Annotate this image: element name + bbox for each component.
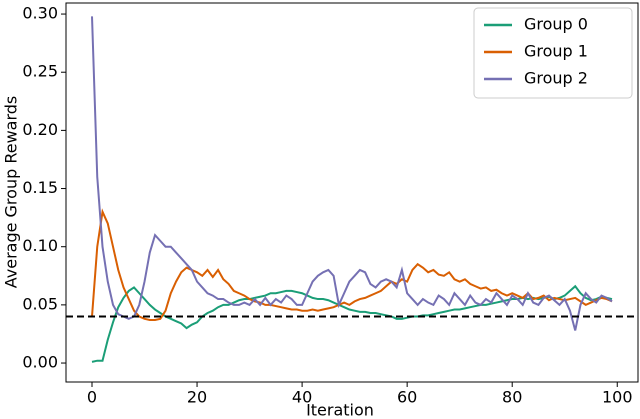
legend-box bbox=[473, 7, 633, 99]
y-tick-label: 0.00 bbox=[22, 353, 58, 372]
legend-label: Group 1 bbox=[524, 42, 588, 61]
x-tick-label: 0 bbox=[87, 388, 97, 407]
y-tick-label: 0.10 bbox=[22, 236, 58, 255]
x-tick-label: 40 bbox=[292, 388, 312, 407]
legend: Group 0 Group 1 Group 2 bbox=[473, 7, 633, 99]
x-tick-label: 100 bbox=[602, 388, 633, 407]
x-tick-label: 80 bbox=[502, 388, 522, 407]
y-tick-label: 0.15 bbox=[22, 178, 58, 197]
x-axis-label: Iteration bbox=[306, 401, 374, 419]
legend-label: Group 0 bbox=[524, 15, 588, 34]
y-axis-label: Average Group Rewards bbox=[2, 96, 21, 289]
series-line bbox=[91, 208, 613, 321]
y-tick-label: 0.20 bbox=[22, 120, 58, 139]
y-tick-label: 0.30 bbox=[22, 4, 58, 23]
y-tick-label: 0.25 bbox=[22, 62, 58, 81]
x-tick-label: 20 bbox=[187, 388, 207, 407]
x-tick-label: 60 bbox=[397, 388, 417, 407]
series-line bbox=[91, 16, 613, 331]
plot-frame bbox=[65, 2, 639, 383]
legend-label: Group 2 bbox=[524, 69, 588, 88]
y-tick-label: 0.05 bbox=[22, 294, 58, 313]
